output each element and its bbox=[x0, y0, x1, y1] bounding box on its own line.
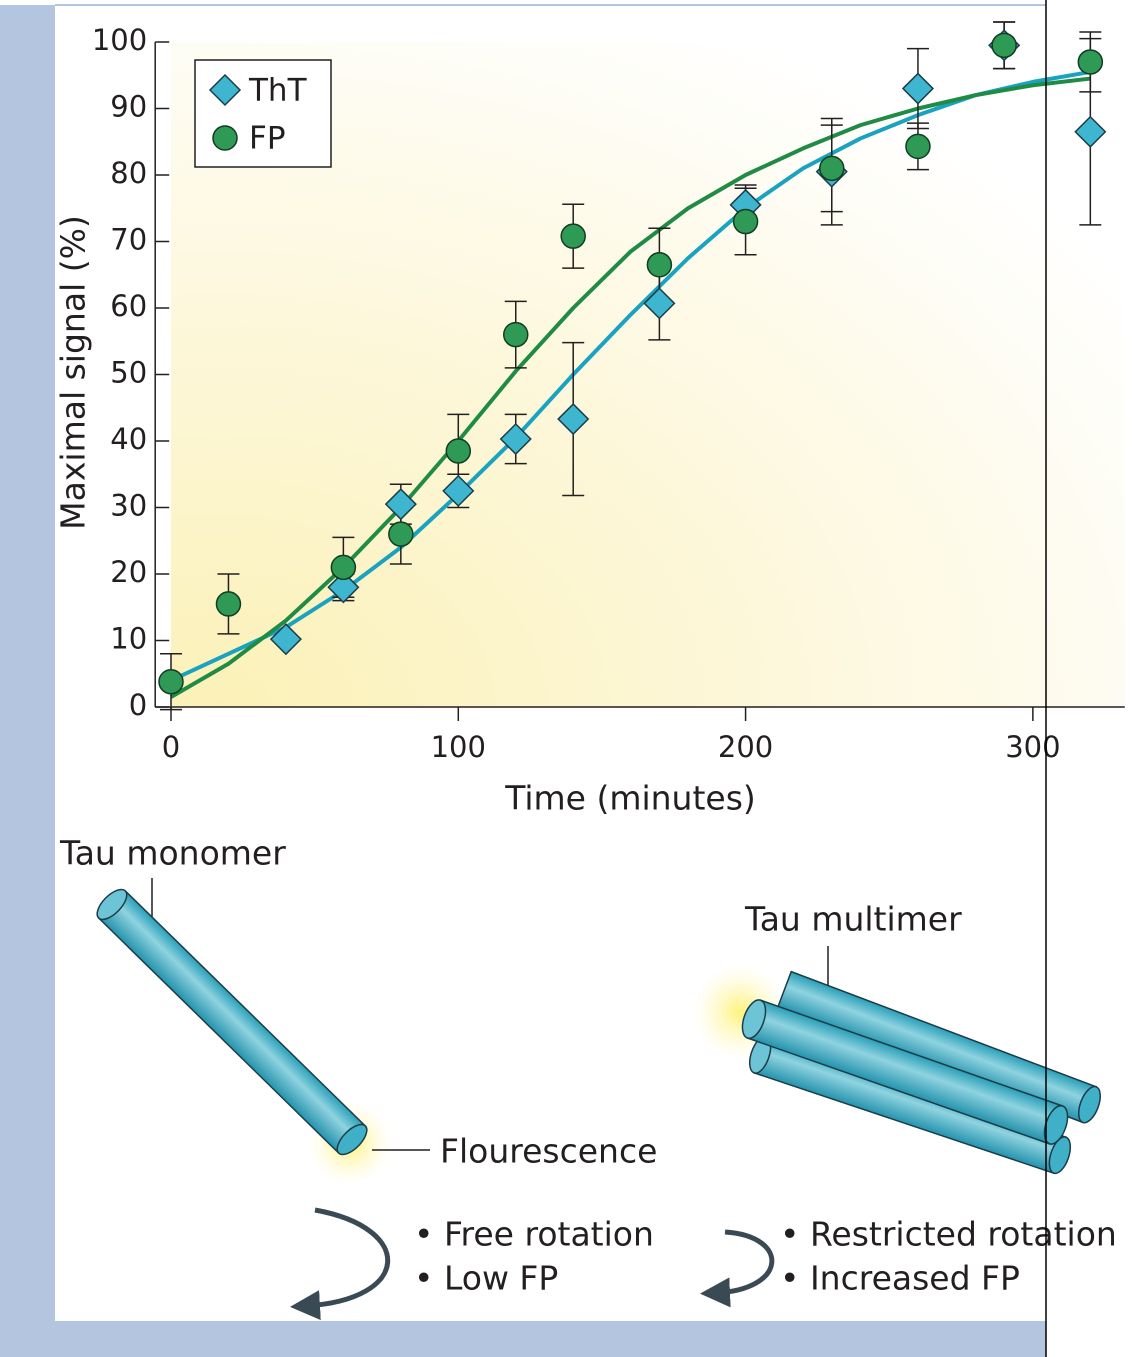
data-point bbox=[1078, 50, 1102, 74]
label: Flourescence bbox=[440, 1132, 657, 1171]
data-point bbox=[561, 224, 585, 248]
y-tick-label: 50 bbox=[110, 356, 147, 390]
rotation-arrow bbox=[715, 1232, 772, 1293]
data-point bbox=[734, 210, 758, 234]
note: • Restricted rotation bbox=[780, 1215, 1117, 1254]
data-point bbox=[504, 323, 528, 347]
plot: 0 10 20 30 40 50 60 70 80 90 100 0 100 200 300 Time (mi… bbox=[54, 22, 1125, 817]
label: Tau multimer bbox=[744, 900, 962, 939]
data-point bbox=[216, 592, 240, 616]
legend-marker bbox=[213, 126, 237, 150]
legend-label: ThT bbox=[248, 73, 308, 109]
data-point bbox=[992, 33, 1016, 57]
y-tick-label: 20 bbox=[110, 555, 147, 589]
x-tick-label: 0 bbox=[162, 730, 180, 764]
data-point bbox=[331, 555, 355, 579]
y-tick-label: 30 bbox=[110, 489, 147, 523]
data-point bbox=[820, 156, 844, 180]
frame bbox=[0, 5, 55, 1357]
x-axis-label: Time (minutes) bbox=[504, 779, 756, 818]
diagram: Tau monomer Flourescence Tau multimer bbox=[59, 834, 1117, 1307]
y-tick-label: 0 bbox=[129, 688, 147, 722]
y-tick-label: 100 bbox=[92, 23, 147, 57]
x-tick-label: 300 bbox=[1005, 730, 1060, 764]
frame bbox=[0, 1321, 1046, 1357]
data-point bbox=[906, 134, 930, 158]
monomer bbox=[92, 885, 372, 1160]
note: • Free rotation bbox=[414, 1215, 654, 1254]
y-tick-label: 70 bbox=[110, 223, 147, 257]
legend-label: FP bbox=[249, 121, 286, 157]
data-point bbox=[446, 439, 470, 463]
data-point bbox=[647, 253, 671, 277]
y-axis-label: Maximal signal (%) bbox=[54, 215, 93, 530]
label: Tau monomer bbox=[59, 834, 286, 873]
rotation-arrow bbox=[305, 1210, 388, 1306]
y-tick-label: 80 bbox=[110, 156, 147, 190]
x-tick-label: 100 bbox=[431, 730, 486, 764]
y-tick-label: 90 bbox=[110, 90, 147, 124]
data-point bbox=[159, 670, 183, 694]
y-tick-label: 60 bbox=[110, 289, 147, 323]
x-tick-label: 200 bbox=[718, 730, 773, 764]
y-tick-label: 40 bbox=[110, 422, 147, 456]
note: • Low FP bbox=[414, 1259, 558, 1298]
note: • Increased FP bbox=[780, 1259, 1020, 1298]
figure: 0 10 20 30 40 50 60 70 80 90 100 0 100 200 300 Time (mi… bbox=[0, 0, 1132, 1357]
data-point bbox=[389, 522, 413, 546]
y-tick-label: 10 bbox=[110, 622, 147, 656]
